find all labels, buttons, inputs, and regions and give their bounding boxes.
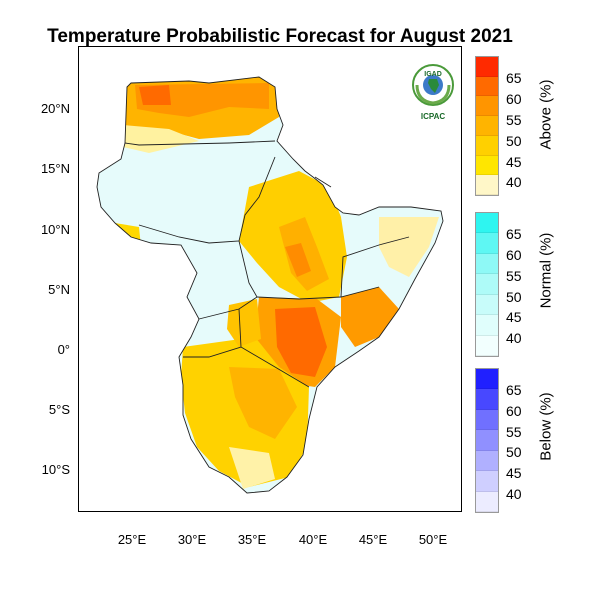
normal-colorbar-cell (476, 335, 498, 356)
forecast-area-kenya-peak (275, 307, 327, 377)
normal-colorbar-cell (476, 213, 498, 234)
lon-label-30e: 30°E (177, 532, 207, 547)
forecast-area-ethiopia-peak (285, 243, 311, 277)
forecast-area-north-highest (139, 85, 171, 105)
above-tick-40: 40 (506, 174, 522, 190)
lat-label-5s: 5°S (48, 402, 70, 417)
colorbar-normal (475, 212, 499, 357)
below-colorbar-cell (476, 430, 498, 451)
normal-tick-60: 60 (506, 247, 522, 263)
svg-text:ICPAC: ICPAC (421, 112, 446, 121)
lat-label-15n: 15°N (40, 161, 70, 176)
colorbar-below (475, 368, 499, 513)
normal-colorbar-cell (476, 233, 498, 254)
below-colorbar-cell (476, 491, 498, 512)
map-frame: IGAD ICPAC (78, 46, 462, 512)
forecast-area-tanzania-pale (229, 447, 275, 489)
lat-label-10s: 10°S (41, 462, 70, 477)
below-axis-label: Below (%) (537, 392, 555, 461)
lat-label-0: 0° (57, 342, 70, 357)
lon-label-35e: 35°E (237, 532, 267, 547)
normal-tick-55: 55 (506, 268, 522, 284)
svg-text:IGAD: IGAD (424, 71, 442, 78)
above-tick-50: 50 (506, 133, 522, 149)
below-tick-55: 55 (506, 424, 522, 440)
map-title: Temperature Probabilistic Forecast for A… (47, 26, 513, 47)
above-colorbar-cell (476, 135, 498, 156)
forecast-area-somalia-coast (379, 217, 439, 277)
lon-label-25e: 25°E (117, 532, 147, 547)
forecast-area-tanzania-high (229, 367, 297, 439)
lon-label-50e: 50°E (418, 532, 448, 547)
normal-tick-50: 50 (506, 289, 522, 305)
normal-colorbar-cell (476, 253, 498, 275)
below-tick-65: 65 (506, 382, 522, 398)
normal-tick-45: 45 (506, 309, 522, 325)
above-axis-label: Above (%) (537, 79, 555, 150)
lon-label-40e: 40°E (298, 532, 328, 547)
lon-label-45e: 45°E (358, 532, 388, 547)
normal-colorbar-cell (476, 315, 498, 336)
below-colorbar-cell (476, 409, 498, 431)
normal-tick-65: 65 (506, 226, 522, 242)
above-colorbar-cell (476, 116, 498, 136)
above-colorbar-cell (476, 155, 498, 176)
below-colorbar-cell (476, 369, 498, 390)
below-colorbar-cell (476, 450, 498, 472)
lat-label-5n: 5°N (48, 282, 70, 297)
above-colorbar-cell (476, 96, 498, 117)
below-colorbar-cell (476, 389, 498, 410)
lat-label-20n: 20°N (40, 101, 70, 116)
below-tick-40: 40 (506, 486, 522, 502)
above-tick-45: 45 (506, 154, 522, 170)
below-tick-50: 50 (506, 444, 522, 460)
forecast-map: IGAD ICPAC (96, 64, 454, 494)
country-borders (96, 76, 444, 494)
normal-tick-40: 40 (506, 330, 522, 346)
forecast-area-somalia (341, 287, 399, 347)
normal-colorbar-cell (476, 294, 498, 316)
colorbar-above (475, 56, 499, 196)
above-tick-60: 60 (506, 91, 522, 107)
above-colorbar-cell (476, 76, 498, 97)
forecast-area-uganda (227, 299, 261, 347)
above-colorbar-cell (476, 175, 498, 195)
lat-label-10n: 10°N (40, 222, 70, 237)
above-colorbar-cell (476, 57, 498, 77)
above-tick-55: 55 (506, 112, 522, 128)
below-tick-45: 45 (506, 465, 522, 481)
below-colorbar-cell (476, 471, 498, 492)
forecast-area-north-pale (123, 125, 199, 153)
normal-colorbar-cell (476, 274, 498, 295)
below-tick-60: 60 (506, 403, 522, 419)
igad-icpac-logo: IGAD ICPAC (412, 64, 454, 121)
normal-axis-label: Normal (%) (537, 232, 555, 309)
above-tick-65: 65 (506, 70, 522, 86)
